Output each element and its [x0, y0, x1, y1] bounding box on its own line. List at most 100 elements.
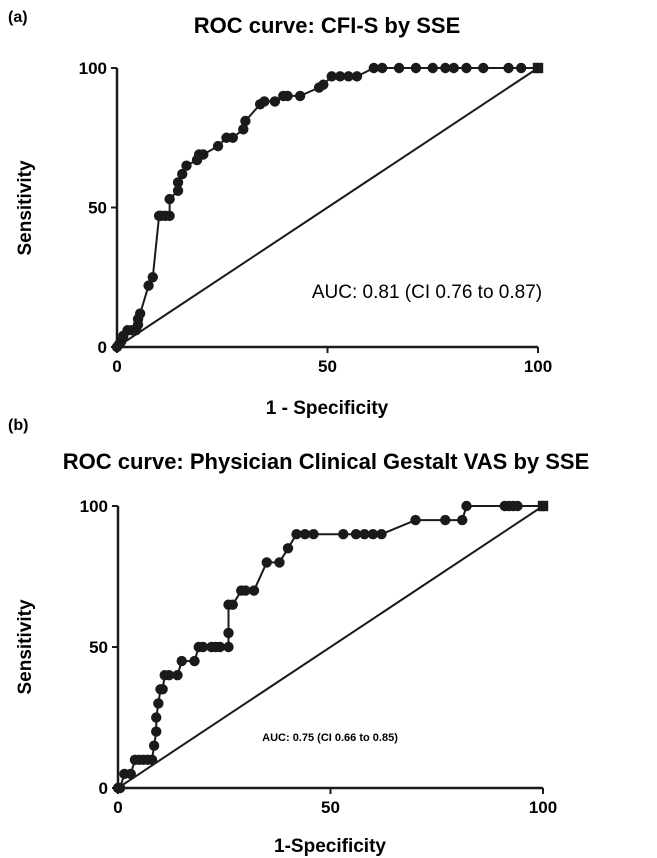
roc-point — [410, 62, 422, 74]
panel-a: (a) ROC curve: CFI-S by SSE Sensitivity … — [8, 9, 552, 419]
roc-point — [326, 71, 337, 82]
roc-point — [350, 529, 362, 540]
roc-curve-line — [118, 505, 543, 789]
roc-point — [147, 272, 158, 283]
roc-point — [503, 62, 514, 74]
roc-point — [176, 655, 187, 667]
roc-point — [282, 543, 294, 554]
panel-a-title: ROC curve: CFI-S by SSE — [194, 13, 461, 38]
roc-point — [478, 62, 489, 74]
y-tick-label: 50 — [89, 638, 108, 657]
roc-point — [189, 655, 200, 667]
roc-point — [223, 627, 234, 639]
x-tick-label: 0 — [112, 357, 121, 376]
roc-point — [223, 641, 234, 653]
roc-point — [214, 641, 226, 653]
roc-point — [359, 529, 370, 540]
roc-point — [294, 90, 306, 102]
roc-point — [318, 79, 329, 90]
y-tick-label: 0 — [99, 779, 108, 798]
roc-point — [282, 90, 293, 102]
y-tick-label: 100 — [80, 497, 108, 516]
roc-point — [227, 599, 238, 610]
roc-point — [164, 210, 175, 222]
panel-b-xlabel: 1-Specificity — [274, 836, 386, 857]
roc-point — [259, 96, 270, 107]
roc-point — [134, 308, 146, 319]
x-tick-label: 0 — [113, 798, 122, 817]
x-tick-label: 100 — [529, 798, 557, 817]
roc-point — [172, 177, 184, 188]
roc-point — [440, 514, 451, 526]
roc-point — [368, 62, 380, 74]
panel-a-xlabel: 1 - Specificity — [266, 398, 389, 419]
panel-a-plot: 0 50 100 0 50 100 — [79, 59, 553, 376]
roc-point — [269, 96, 281, 107]
roc-point — [440, 62, 451, 74]
roc-point — [334, 71, 346, 82]
x-tick-label: 50 — [318, 357, 337, 376]
roc-point — [427, 62, 438, 74]
roc-point — [457, 514, 468, 526]
y-tick-label: 50 — [88, 199, 107, 218]
panel-a-ylabel: Sensitivity — [15, 160, 36, 255]
roc-point — [151, 712, 162, 723]
y-tick-label: 0 — [98, 338, 107, 357]
roc-point — [461, 500, 472, 512]
roc-point — [125, 768, 136, 780]
reference-diagonal-line — [117, 505, 544, 789]
panel-b-plot: 0 50 100 0 50 100 — [80, 497, 558, 817]
roc-point — [198, 149, 209, 160]
roc-point — [461, 62, 472, 74]
roc-point — [143, 280, 154, 291]
roc-point — [515, 62, 527, 74]
roc-point — [261, 557, 272, 568]
roc-point — [151, 726, 162, 737]
panel-b-ylabel: Sensitivity — [15, 599, 36, 694]
roc-point — [377, 62, 388, 74]
roc-point — [177, 168, 188, 180]
roc-point — [512, 500, 523, 512]
roc-end-marker — [532, 62, 544, 74]
roc-point — [240, 585, 251, 596]
roc-point — [153, 698, 164, 709]
roc-point — [114, 782, 126, 794]
roc-point — [367, 529, 379, 540]
roc-point — [212, 140, 224, 152]
roc-point — [164, 193, 175, 205]
roc-point — [343, 71, 354, 82]
panel-a-label: (a) — [8, 9, 28, 26]
panel-b-title: ROC curve: Physician Clinical Gestalt VA… — [63, 449, 590, 474]
roc-point — [376, 529, 387, 540]
roc-point — [291, 529, 302, 540]
roc-point — [146, 754, 158, 765]
panel-b-label: (b) — [8, 417, 28, 434]
roc-point — [338, 529, 349, 540]
roc-point — [157, 684, 168, 695]
reference-diagonal-line — [116, 67, 539, 348]
roc-end-marker — [537, 500, 549, 512]
roc-point — [238, 124, 249, 135]
roc-point — [227, 132, 238, 143]
x-tick-label: 100 — [524, 357, 552, 376]
y-tick-label: 100 — [79, 59, 107, 78]
roc-point — [197, 641, 209, 653]
roc-point — [308, 529, 319, 540]
roc-point — [410, 514, 421, 526]
x-tick-label: 50 — [321, 798, 340, 817]
panel-b-auc-annotation: AUC: 0.75 (CI 0.66 to 0.85) — [262, 732, 398, 744]
roc-point — [172, 185, 184, 196]
roc-point — [393, 62, 405, 74]
roc-point — [163, 670, 175, 681]
roc-point — [448, 62, 459, 74]
roc-point — [172, 670, 183, 681]
roc-point — [240, 115, 251, 127]
panel-a-auc-annotation: AUC: 0.81 (CI 0.76 to 0.87) — [312, 282, 542, 303]
panel-b: (b) ROC curve: Physician Clinical Gestal… — [8, 417, 589, 857]
roc-point — [148, 740, 160, 751]
roc-point — [351, 71, 363, 82]
roc-point — [181, 160, 192, 171]
roc-point — [274, 557, 285, 568]
roc-point — [299, 529, 311, 540]
